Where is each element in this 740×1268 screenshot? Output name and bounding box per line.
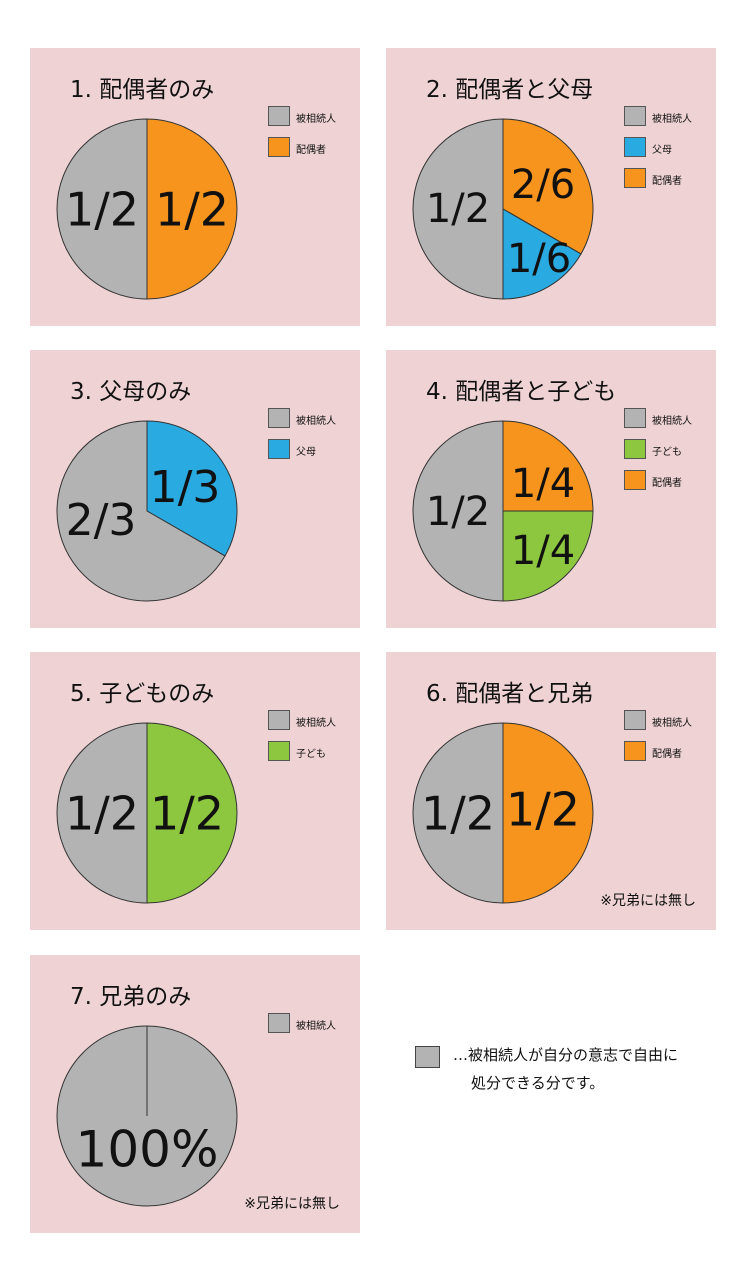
- legend-label: 被相続人: [296, 114, 336, 125]
- legend-label: 父母: [296, 447, 316, 458]
- legend-label: 被相続人: [652, 416, 692, 427]
- legend-swatch: [624, 710, 646, 730]
- slice-label: 1/2: [506, 783, 580, 837]
- chart-panel-7: 7. 兄弟のみ 100% 被相続人 ※兄弟には無し: [30, 955, 360, 1233]
- explanation-line-2: 処分できる分です。: [471, 1074, 605, 1092]
- chart-panel-1: 1. 配偶者のみ 1/2 1/2 被相続人配偶者: [30, 48, 360, 326]
- legend-swatch: [268, 1013, 290, 1033]
- pie-chart: 1/3 2/3: [56, 420, 238, 602]
- chart-title: 7. 兄弟のみ: [70, 984, 192, 1010]
- pie-slice: [146, 420, 238, 557]
- pie-slice: [146, 118, 238, 300]
- slice-label: 1/2: [426, 186, 490, 232]
- legend-swatch: [268, 106, 290, 126]
- chart-panel-4: 4. 配偶者と子ども 1/4 1/4 1/2 被相続人子ども配偶者: [386, 350, 716, 628]
- legend-swatch: [624, 470, 646, 490]
- pie-chart: 100%: [56, 1025, 238, 1207]
- legend-label: 被相続人: [652, 114, 692, 125]
- legend-swatch: [624, 168, 646, 188]
- legend-label: 配偶者: [652, 749, 682, 760]
- chart-title: 1. 配偶者のみ: [70, 77, 215, 103]
- chart-title: 4. 配偶者と子ども: [426, 379, 617, 405]
- legend-swatch: [268, 710, 290, 730]
- legend-swatch: [624, 137, 646, 157]
- legend-label: 被相続人: [296, 1021, 336, 1032]
- pie-chart: 2/6 1/6 1/2: [412, 118, 594, 300]
- slice-label: 1/2: [65, 787, 139, 841]
- pie-slice: [502, 208, 582, 300]
- slice-label: 1/4: [511, 461, 575, 507]
- slice-label: 2/3: [66, 495, 137, 546]
- pie-chart: 1/2 1/2: [56, 118, 238, 300]
- pie-slice: [412, 722, 504, 904]
- pie-slice: [56, 118, 148, 300]
- chart-title: 5. 子どものみ: [70, 681, 215, 707]
- slice-label: 1/3: [150, 462, 221, 513]
- pie-chart: 1/21/2: [56, 722, 238, 904]
- legend-swatch: [268, 439, 290, 459]
- legend-label: 子ども: [296, 749, 326, 760]
- pie-chart: 1/21/2: [412, 722, 594, 904]
- legend-swatch: [624, 408, 646, 428]
- slice-label: 2/6: [511, 162, 575, 208]
- legend-swatch: [268, 408, 290, 428]
- legend-label: 配偶者: [652, 176, 682, 187]
- pie-chart: 1/4 1/4 1/2: [412, 420, 594, 602]
- slice-label: 1/2: [155, 183, 229, 237]
- legend-label: 被相続人: [296, 416, 336, 427]
- explanation-line-1: …被相続人が自分の意志で自由に: [453, 1046, 679, 1064]
- legend-label: 配偶者: [652, 478, 682, 489]
- pie-slice: [56, 722, 148, 904]
- chart-title: 3. 父母のみ: [70, 379, 192, 405]
- legend-label: 父母: [652, 145, 672, 156]
- pie-slice: [412, 420, 504, 602]
- pie-slice: [146, 722, 238, 904]
- slice-label: 1/2: [421, 787, 495, 841]
- pie-slice: [412, 118, 504, 300]
- pie-slice: [502, 510, 594, 602]
- legend-swatch: [624, 741, 646, 761]
- chart-panel-6: 6. 配偶者と兄弟 1/2 1/2 被相続人配偶者 ※兄弟には無し: [386, 652, 716, 930]
- legend-label: 被相続人: [296, 718, 336, 729]
- chart-title: 6. 配偶者と兄弟: [426, 681, 594, 707]
- explanation-swatch: [415, 1046, 440, 1068]
- legend-swatch: [268, 137, 290, 157]
- chart-panel-3: 3. 父母のみ 1/3 2/3 被相続人父母: [30, 350, 360, 628]
- slice-label: 1/4: [511, 528, 575, 574]
- slice-label: 1/6: [507, 236, 571, 282]
- legend-label: 配偶者: [296, 145, 326, 156]
- slice-label: 100%: [76, 1121, 219, 1179]
- pie-slice: [502, 420, 594, 512]
- chart-note: ※兄弟には無し: [244, 1196, 340, 1212]
- slice-label: 1/2: [150, 787, 224, 841]
- legend-swatch: [268, 741, 290, 761]
- legend-label: 被相続人: [652, 718, 692, 729]
- pie-slice: [56, 420, 226, 602]
- pie-slice: [502, 118, 594, 255]
- pie-slice: [502, 722, 594, 904]
- chart-panel-2: 2. 配偶者と父母 2/6 1/6 1/2 被相続人父母配偶者: [386, 48, 716, 326]
- legend-swatch: [624, 439, 646, 459]
- legend-swatch: [624, 106, 646, 126]
- slice-label: 1/2: [426, 489, 490, 535]
- chart-title: 2. 配偶者と父母: [426, 77, 594, 103]
- legend-label: 子ども: [652, 447, 682, 458]
- chart-note: ※兄弟には無し: [600, 893, 696, 909]
- chart-panel-5: 5. 子どものみ 1/2 1/2 被相続人子ども: [30, 652, 360, 930]
- slice-label: 1/2: [65, 183, 139, 237]
